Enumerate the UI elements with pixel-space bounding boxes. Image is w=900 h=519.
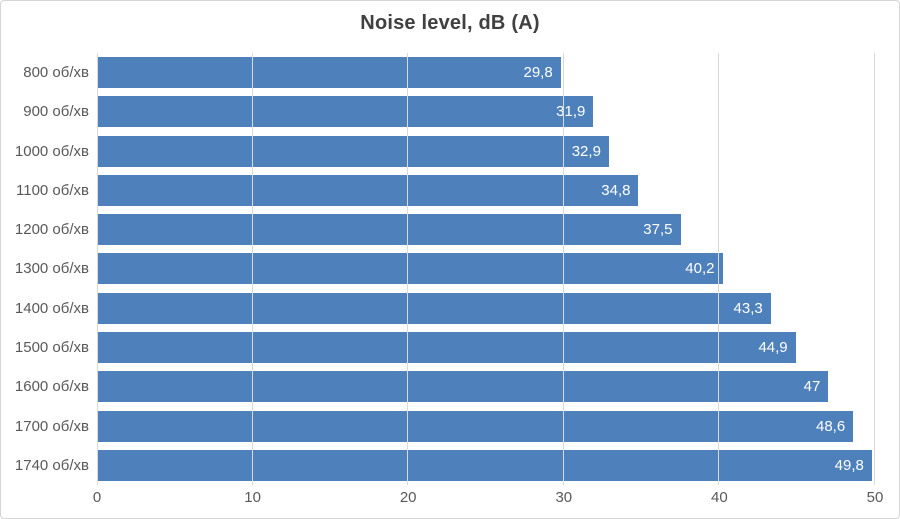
gridline	[718, 53, 720, 485]
category-label: 1100 об/хв	[16, 181, 89, 199]
bar: 32,9	[97, 135, 609, 167]
bar-value-label: 47	[803, 378, 821, 396]
bar: 29,8	[97, 57, 561, 89]
gridline	[97, 53, 98, 485]
plot-area: 29,8 31,9 32,9 34,8 37,5 40,2 43,3 44,9 47 48,6 49…	[97, 53, 875, 485]
bar: 31,9	[97, 96, 594, 128]
category-label: 1600 об/хв	[14, 378, 89, 396]
bar: 34,8	[97, 174, 639, 206]
bar-value-label: 49,8	[834, 456, 864, 474]
bar: 40,2	[97, 253, 723, 285]
gridline	[562, 53, 564, 485]
category-label: 1740 об/хв	[14, 456, 89, 474]
bar-row: 40,2	[97, 249, 875, 288]
gridline	[251, 53, 253, 485]
bar-value-label: 44,9	[758, 338, 788, 356]
bar-row: 34,8	[97, 171, 875, 210]
category-label: 1300 об/хв	[14, 260, 89, 278]
bar-row: 48,6	[97, 406, 875, 445]
category-axis-labels: 800 об/хв 900 об/хв 1000 об/хв 1100 об/хв 12…	[1, 53, 89, 485]
bar-row: 43,3	[97, 289, 875, 328]
bar-value-label: 31,9	[556, 103, 586, 121]
x-tick-label: 10	[244, 489, 261, 506]
gridline	[874, 53, 875, 485]
bar: 37,5	[97, 214, 681, 246]
bar: 48,6	[97, 410, 854, 442]
bar-value-label: 48,6	[816, 417, 846, 435]
bar-value-label: 37,5	[643, 221, 673, 239]
bar-row: 31,9	[97, 92, 875, 131]
bar-row: 32,9	[97, 132, 875, 171]
x-tick-label: 40	[711, 489, 728, 506]
value-axis-labels: 0 10 20 30 40 50	[93, 489, 884, 509]
bar-rows: 29,8 31,9 32,9 34,8 37,5 40,2 43,3 44,9 47 48,6 49…	[97, 53, 875, 485]
bar-row: 49,8	[97, 446, 875, 485]
bar: 47	[97, 371, 829, 403]
category-label: 1200 об/хв	[14, 221, 89, 239]
bar-value-label: 34,8	[601, 181, 631, 199]
bar: 49,8	[97, 449, 872, 481]
x-tick-label: 0	[92, 489, 102, 506]
bar-row: 29,8	[97, 53, 875, 92]
category-label: 900 об/хв	[23, 103, 89, 121]
bar-value-label: 32,9	[571, 142, 601, 160]
x-tick-label: 30	[555, 489, 573, 506]
gridline	[407, 53, 409, 485]
category-label: 800 об/хв	[23, 64, 89, 82]
category-label: 1700 об/хв	[14, 417, 89, 435]
bar: 43,3	[97, 292, 771, 324]
bar-row: 47	[97, 367, 875, 406]
bar-value-label: 29,8	[523, 64, 553, 82]
x-tick-label: 20	[399, 489, 417, 506]
bar-value-label: 43,3	[733, 299, 763, 317]
bar-row: 44,9	[97, 328, 875, 367]
chart-title: Noise level, dB (A)	[360, 12, 540, 34]
category-label: 1500 об/хв	[14, 338, 89, 356]
category-label: 1400 об/хв	[14, 299, 89, 317]
bar: 44,9	[97, 331, 796, 363]
bar-row: 37,5	[97, 210, 875, 249]
x-tick-label: 50	[866, 489, 884, 506]
bar-value-label: 40,2	[685, 260, 715, 278]
category-label: 1000 об/хв	[14, 142, 89, 160]
